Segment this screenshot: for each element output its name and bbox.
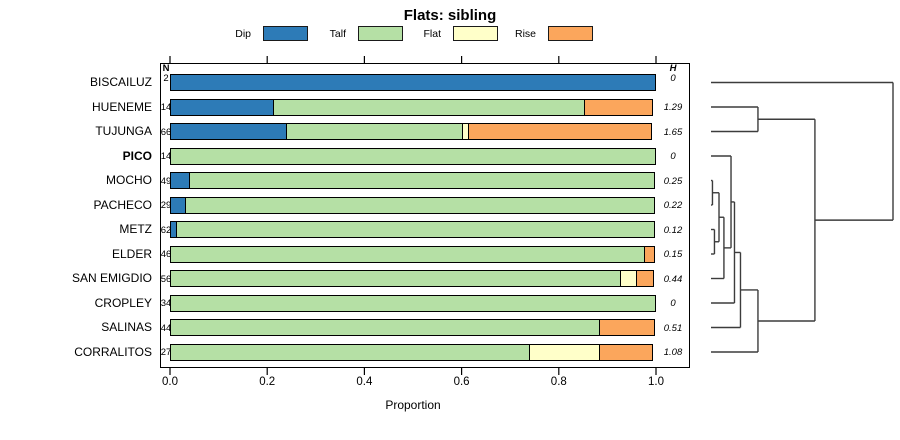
row-label: PICO (122, 148, 152, 163)
legend-swatch (358, 26, 403, 41)
bar-segment-dip (170, 196, 187, 214)
h-value: 0.15 (663, 249, 683, 260)
bar-segment-talf (170, 245, 646, 263)
bar-row (170, 294, 656, 312)
n-value: 14 (160, 151, 172, 162)
h-value: 0 (670, 298, 676, 309)
legend-swatch (263, 26, 308, 41)
bar-segment-flat (528, 343, 601, 361)
bar-segment-talf (188, 172, 655, 189)
legend-label: Flat (423, 28, 441, 40)
bar-segment-talf (286, 123, 464, 140)
row-label: CORRALITOS (74, 344, 152, 359)
h-column-header: H (669, 63, 677, 74)
legend-label: Talf (329, 28, 346, 40)
bar-segment-dip (170, 172, 190, 189)
bar-row (170, 123, 656, 140)
bar-segment-rise (599, 343, 654, 361)
h-value: 1.65 (663, 126, 683, 138)
x-tick-label: 0.2 (259, 376, 276, 388)
bar-row (170, 270, 656, 287)
bar-segment-rise (644, 245, 655, 263)
h-value: 1.29 (663, 102, 683, 113)
n-value: 14 (160, 102, 172, 113)
bar-segment-rise (599, 319, 655, 336)
n-value: 62 (160, 224, 172, 236)
bar-segment-talf (170, 343, 531, 361)
h-value: 0.51 (663, 322, 683, 334)
legend-swatch (548, 26, 593, 41)
x-tick-label: 0.0 (162, 376, 178, 388)
bar-segment-dip (170, 74, 656, 91)
bar-segment-dip (170, 98, 274, 116)
legend-label: Rise (514, 28, 536, 40)
n-column-header: N (162, 63, 170, 74)
bar-segment-rise (636, 270, 654, 287)
plot-area (160, 63, 690, 368)
n-value: 27 (160, 347, 172, 358)
n-value: 44 (160, 322, 172, 334)
n-value: 49 (160, 175, 172, 187)
x-axis-title: Proportion (385, 398, 441, 412)
chart-title: Flats: sibling (403, 7, 497, 24)
bar-segment-talf (185, 196, 655, 214)
row-label: MOCHO (106, 173, 152, 187)
h-value: 0 (670, 73, 676, 84)
bar-row (170, 343, 656, 361)
bar-segment-talf (176, 221, 655, 238)
row-label: METZ (119, 222, 152, 236)
n-value: 46 (160, 249, 172, 260)
h-value: 1.08 (663, 347, 683, 358)
x-tick-label: 1.0 (648, 376, 664, 388)
n-value: 34 (160, 298, 172, 309)
n-value: 29 (160, 200, 172, 211)
bar-segment-talf (170, 319, 601, 336)
bar-row (170, 221, 656, 238)
row-label: TUJUNGA (95, 124, 152, 138)
h-value: 0 (670, 151, 676, 162)
bar-segment-rise (467, 123, 653, 140)
bar-segment-rise (583, 98, 654, 116)
bar-segment-talf (170, 147, 656, 165)
x-tick-label: 0.4 (356, 376, 373, 388)
h-value: 0.12 (663, 224, 683, 236)
row-label: SAN EMIGDIO (71, 271, 152, 285)
bar-row (170, 98, 656, 116)
bar-row (170, 147, 656, 165)
legend-label: Dip (235, 28, 251, 40)
row-label: BISCAILUZ (89, 75, 152, 89)
row-label: SALINAS (101, 320, 152, 334)
bar-row (170, 319, 656, 336)
bar-row (170, 245, 656, 263)
h-value: 0.25 (663, 175, 683, 187)
bar-row (170, 74, 656, 91)
row-label: ELDER (111, 246, 152, 261)
bar-segment-dip (170, 123, 288, 140)
n-value: 66 (160, 126, 172, 138)
h-value: 0.22 (663, 200, 683, 211)
legend-swatch (453, 26, 498, 41)
bar-row (170, 196, 656, 214)
bar-segment-talf (170, 294, 656, 312)
x-tick-label: 0.6 (453, 376, 470, 388)
n-value: 56 (160, 273, 172, 285)
h-value: 0.44 (663, 273, 683, 285)
bar-row (170, 172, 656, 189)
row-label: CROPLEY (94, 295, 152, 310)
row-label: HUENEME (91, 99, 152, 114)
row-label: PACHECO (93, 197, 152, 212)
x-tick-label: 0.8 (550, 376, 567, 388)
bar-segment-talf (170, 270, 622, 287)
n-value: 2 (163, 73, 169, 84)
bar-segment-talf (272, 98, 586, 116)
bar-segment-flat (620, 270, 638, 287)
